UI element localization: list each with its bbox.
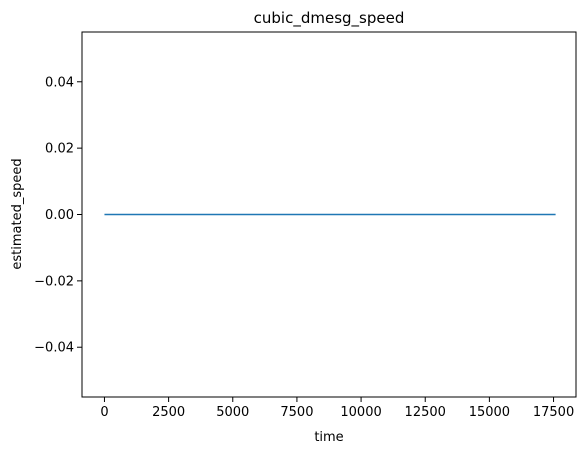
x-tick-label: 0 — [100, 405, 108, 420]
x-tick-label: 5000 — [216, 405, 249, 420]
y-tick-label: 0.02 — [45, 142, 74, 157]
x-tick-label: 2500 — [152, 405, 185, 420]
y-tick-label: 0.04 — [45, 75, 74, 90]
x-tick-label: 17500 — [533, 405, 574, 420]
y-axis-label: estimated_speed — [10, 158, 25, 269]
x-tick-label: 10000 — [340, 405, 381, 420]
x-tick-label: 15000 — [469, 405, 510, 420]
chart-title: cubic_dmesg_speed — [254, 9, 405, 28]
x-tick-label: 7500 — [280, 405, 313, 420]
y-tick-label: 0.00 — [45, 208, 74, 223]
x-tick-label: 12500 — [405, 405, 446, 420]
y-tick-label: −0.02 — [34, 274, 74, 289]
y-axis: −0.04 −0.02 0.00 0.02 0.04 — [34, 75, 82, 356]
y-tick-label: −0.04 — [34, 341, 74, 356]
x-axis: 0 2500 5000 7500 10000 12500 15000 17500 — [100, 397, 574, 420]
x-axis-label: time — [314, 430, 343, 445]
